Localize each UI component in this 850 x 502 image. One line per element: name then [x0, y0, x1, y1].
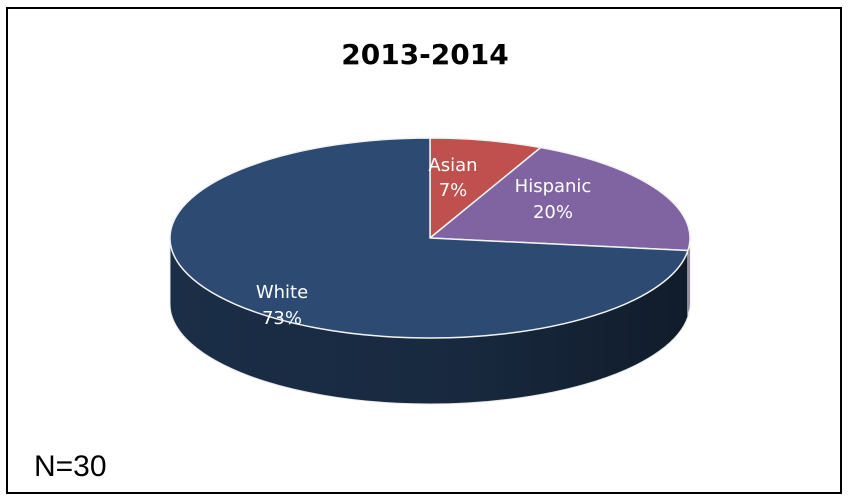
slice-label-hispanic: Hispanic — [515, 176, 592, 197]
sample-size-note: N=30 — [34, 450, 107, 483]
slice-label-white: White — [256, 282, 308, 303]
pie-slice-white — [169, 137, 689, 339]
pie-slice-asian — [429, 137, 542, 239]
slice-value-asian: 7% — [439, 180, 468, 201]
slice-value-white: 73% — [262, 308, 302, 329]
pie-slice-hispanic — [429, 146, 691, 252]
slice-value-hispanic: 20% — [533, 202, 573, 223]
chart-title: 2013-2014 — [341, 38, 509, 71]
slice-label-asian: Asian — [428, 155, 477, 176]
